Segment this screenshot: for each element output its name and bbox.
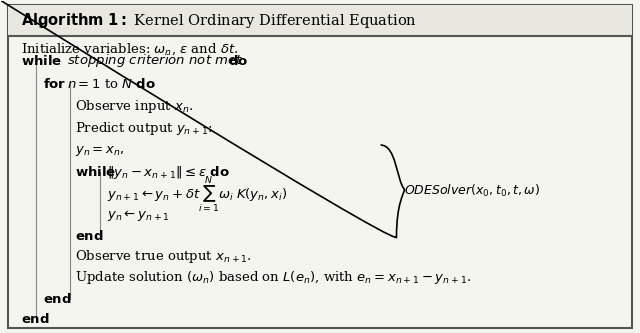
Text: Observe input $x_n$.: Observe input $x_n$. <box>75 98 193 115</box>
Text: $\|y_n - x_{n+1}\| \leq \epsilon$ $\mathbf{do}$: $\|y_n - x_{n+1}\| \leq \epsilon$ $\math… <box>106 164 229 180</box>
Text: $\mathbf{while}$: $\mathbf{while}$ <box>20 54 61 68</box>
Text: $\mathbf{do}$: $\mathbf{do}$ <box>228 54 248 68</box>
Text: Predict output $y_{n+1}$:: Predict output $y_{n+1}$: <box>75 120 212 137</box>
Text: $n = 1$ to $N$ $\mathbf{do}$: $n = 1$ to $N$ $\mathbf{do}$ <box>67 77 156 91</box>
Text: $\mathbf{while}$: $\mathbf{while}$ <box>75 165 116 179</box>
Text: Initialize variables: $\omega_n$, $\epsilon$ and $\delta t$.: Initialize variables: $\omega_n$, $\epsi… <box>20 42 238 57</box>
Text: $ODESolver(x_0, t_0, t, \omega)$: $ODESolver(x_0, t_0, t, \omega)$ <box>404 183 540 199</box>
Text: $\mathbf{Algorithm\ 1:}$ Kernel Ordinary Differential Equation: $\mathbf{Algorithm\ 1:}$ Kernel Ordinary… <box>20 11 417 30</box>
Text: $\mathbf{for}$: $\mathbf{for}$ <box>43 77 66 91</box>
FancyBboxPatch shape <box>8 5 632 36</box>
Text: $\mathbf{end}$: $\mathbf{end}$ <box>43 292 72 306</box>
Text: $\mathbf{end}$: $\mathbf{end}$ <box>75 229 104 243</box>
Text: $y_n = x_n,$: $y_n = x_n,$ <box>75 144 124 158</box>
Text: $y_n \leftarrow y_{n+1}$: $y_n \leftarrow y_{n+1}$ <box>106 207 170 222</box>
FancyBboxPatch shape <box>8 5 632 328</box>
Text: $\it{stopping\ criterion\ not\ met}$: $\it{stopping\ criterion\ not\ met}$ <box>67 52 243 69</box>
Text: $\mathbf{end}$: $\mathbf{end}$ <box>20 312 49 326</box>
Text: Observe true output $x_{n+1}$.: Observe true output $x_{n+1}$. <box>75 248 252 265</box>
Text: $y_{n+1} \leftarrow y_n + \delta t \sum_{i=1}^{N} \omega_i \; K(y_n, x_i)$: $y_{n+1} \leftarrow y_n + \delta t \sum_… <box>106 174 287 215</box>
Text: Update solution $(\omega_n)$ based on $L(e_n)$, with $e_n = x_{n+1} - y_{n+1}$.: Update solution $(\omega_n)$ based on $L… <box>75 269 471 286</box>
